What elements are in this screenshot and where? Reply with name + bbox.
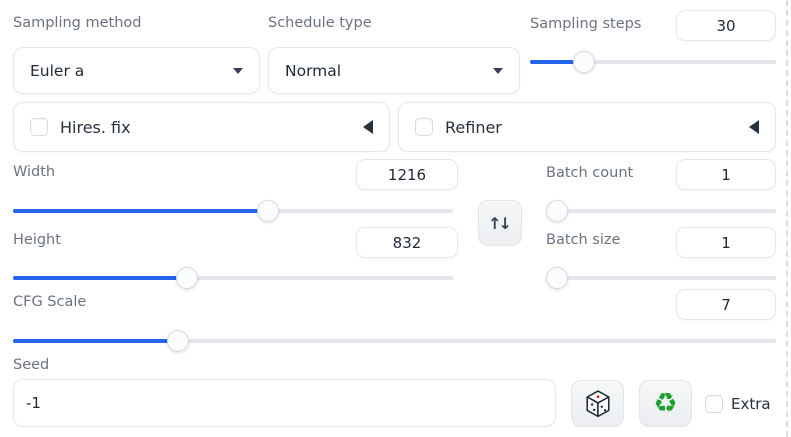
slider-handle[interactable] [573, 51, 596, 73]
seed-input[interactable] [13, 379, 556, 427]
refiner-label: Refiner [445, 117, 502, 137]
sampling-method-label: Sampling method [13, 15, 142, 31]
hires-fix-checkbox[interactable] [30, 118, 48, 136]
sampling-method-value: Euler a [30, 61, 85, 80]
accordion-collapse-icon[interactable] [749, 120, 759, 134]
height-slider[interactable] [13, 267, 453, 289]
refiner-accordion[interactable]: Refiner [398, 102, 776, 152]
schedule-type-label: Schedule type [268, 15, 372, 31]
slider-fill [13, 276, 187, 280]
slider-track [546, 276, 776, 280]
slider-handle[interactable] [257, 200, 280, 222]
batch-count-label: Batch count [546, 165, 634, 181]
batch-size-input[interactable] [676, 227, 776, 258]
cfg-scale-input[interactable] [676, 289, 776, 320]
chevron-down-icon [233, 67, 243, 74]
slider-track [13, 276, 453, 280]
extra-seed-checkbox[interactable] [705, 395, 723, 413]
batch-count-input[interactable] [676, 159, 776, 190]
schedule-type-dropdown[interactable]: Normal [268, 47, 520, 94]
slider-handle[interactable] [175, 267, 198, 289]
swap-arrows-icon: ↑↓ [488, 213, 512, 233]
sampling-method-dropdown[interactable]: Euler a [13, 47, 260, 94]
sampling-steps-input[interactable] [676, 10, 776, 41]
batch-count-slider[interactable] [546, 200, 776, 222]
slider-handle[interactable] [546, 267, 568, 289]
hires-fix-accordion[interactable]: Hires. fix [13, 102, 390, 152]
column-resize-handle[interactable] [786, 0, 788, 437]
accordion-collapse-icon[interactable] [363, 120, 373, 134]
slider-track [13, 339, 776, 343]
seed-label: Seed [13, 357, 50, 373]
slider-track [546, 209, 776, 213]
reuse-seed-button[interactable]: ♻ [639, 380, 692, 427]
schedule-type-value: Normal [285, 61, 342, 80]
slider-fill [530, 60, 585, 64]
extra-seed-label: Extra [731, 395, 771, 413]
sampling-steps-slider[interactable] [530, 51, 776, 73]
slider-handle[interactable] [166, 330, 189, 352]
slider-fill [13, 339, 178, 343]
refiner-checkbox[interactable] [415, 118, 433, 136]
batch-size-label: Batch size [546, 232, 621, 248]
height-input[interactable] [356, 227, 458, 258]
width-slider[interactable] [13, 200, 453, 222]
sampling-steps-label: Sampling steps [530, 16, 642, 32]
width-input[interactable] [356, 159, 458, 190]
chevron-down-icon [493, 67, 503, 74]
swap-dimensions-button[interactable]: ↑↓ [478, 200, 522, 246]
dice-icon [585, 389, 610, 417]
batch-size-slider[interactable] [546, 267, 776, 289]
random-seed-button[interactable] [571, 380, 624, 427]
recycle-icon: ♻ [653, 388, 678, 419]
height-label: Height [13, 232, 61, 248]
slider-track [530, 60, 776, 64]
slider-fill [13, 209, 269, 213]
width-label: Width [13, 164, 56, 180]
cfg-scale-label: CFG Scale [13, 294, 87, 310]
hires-fix-label: Hires. fix [60, 117, 131, 137]
cfg-scale-slider[interactable] [13, 330, 776, 352]
slider-handle[interactable] [546, 200, 568, 222]
